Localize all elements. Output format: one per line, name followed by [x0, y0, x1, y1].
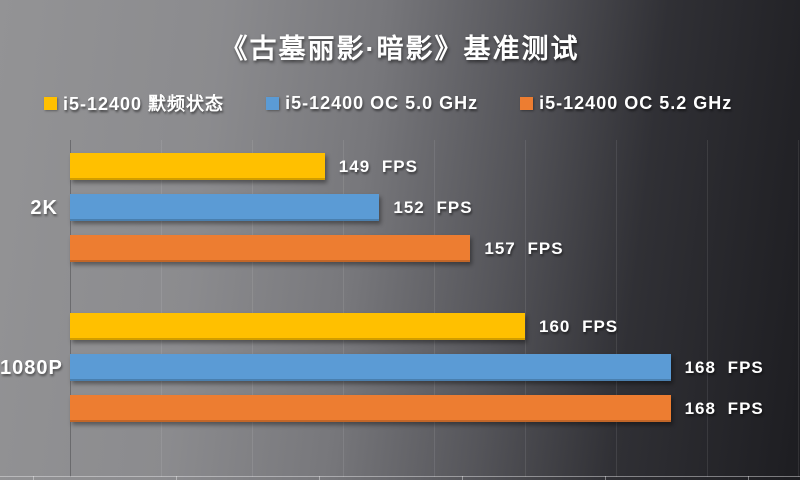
- value-label: 160 FPS: [539, 316, 619, 336]
- legend-item-1: i5-12400 OC 5.0 GHz: [266, 93, 478, 114]
- gridline: [70, 140, 71, 477]
- legend: i5-12400 默频状态 i5-12400 OC 5.0 GHz i5-12400…: [44, 90, 732, 116]
- axis-tick: [319, 476, 320, 480]
- legend-series-name: i5-12400 OC 5.0 GHz: [285, 92, 479, 113]
- legend-color-swatch: [44, 96, 57, 110]
- gridline: [525, 140, 526, 477]
- legend-color-swatch: [520, 96, 534, 110]
- gridline: [616, 140, 617, 477]
- gridline: [252, 140, 253, 477]
- bar-1080P-series2: [70, 395, 671, 422]
- legend-item-2: i5-12400 OC 5.2 GHz: [520, 93, 732, 114]
- bar-2K-series1: [70, 194, 380, 221]
- axis-tick: [748, 476, 749, 480]
- legend-series-name: i5-12400 默频状态: [63, 94, 225, 114]
- x-axis-baseline: [0, 476, 800, 477]
- bar-2K-series0: [70, 153, 325, 180]
- axis-tick: [33, 476, 34, 480]
- legend-color-swatch: [266, 96, 280, 110]
- value-label: 168 FPS: [684, 357, 764, 377]
- value-label: 152 FPS: [393, 197, 473, 217]
- legend-item-0: i5-12400 默频状态: [44, 90, 224, 116]
- chart-title: 《古墓丽影·暗影》基准测试: [220, 34, 580, 64]
- axis-tick: [462, 476, 463, 480]
- gridline: [798, 140, 799, 477]
- bar-1080P-series1: [70, 354, 671, 381]
- value-label: 149 FPS: [338, 156, 418, 176]
- bar-1080P-series0: [70, 313, 525, 340]
- value-label: 168 FPS: [684, 398, 764, 418]
- plot-area: 149 FPS 152 FPS 157 FPS 160 FPS 168 FPS 168 F…: [70, 140, 799, 477]
- category-label-2K: 2K: [30, 196, 58, 219]
- gridline: [434, 140, 435, 477]
- legend-series-name: i5-12400 OC 5.2 GHz: [539, 92, 733, 113]
- axis-tick: [605, 476, 606, 480]
- gridline: [707, 140, 708, 477]
- axis-tick: [176, 476, 177, 480]
- gridline: [161, 140, 162, 477]
- bar-2K-series2: [70, 235, 471, 262]
- gridline: [343, 140, 344, 477]
- category-label-1080P: 1080P: [0, 356, 63, 379]
- value-label: 157 FPS: [484, 238, 564, 258]
